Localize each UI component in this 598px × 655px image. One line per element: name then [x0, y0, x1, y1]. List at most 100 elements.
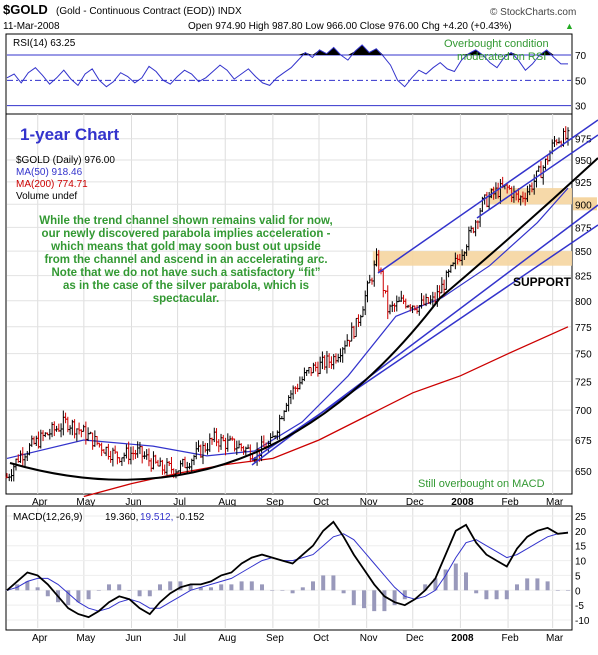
macd-histogram-bar	[515, 584, 519, 590]
macd-label-signal: 19.512,	[140, 512, 173, 523]
legend-ma50: MA(50) 918.46	[16, 167, 83, 178]
resistance-band	[490, 188, 572, 204]
macd-x-tick-label: Sep	[266, 633, 284, 644]
price-tick-label: 675	[575, 436, 592, 447]
macd-x-tick-label: 2008	[451, 633, 474, 644]
up-arrow-icon: ▲	[565, 21, 574, 31]
macd-x-tick-label: Oct	[313, 633, 329, 644]
chart-header: $GOLD (Gold - Continuous Contract (EOD))…	[3, 2, 576, 32]
price-tick-label: 750	[575, 350, 592, 361]
macd-histogram-bar	[505, 590, 509, 599]
macd-histogram-bar	[138, 590, 142, 596]
macd-tick-label: -5	[575, 601, 584, 612]
macd-histogram-bar	[464, 572, 468, 590]
price-tick-label: 700	[575, 406, 592, 417]
macd-histogram-bar	[352, 590, 356, 605]
price-tick-label: 900	[575, 200, 592, 211]
macd-histogram-bar	[556, 590, 560, 591]
commentary-line-4: from the channel and ascend in an accele…	[44, 254, 327, 266]
commentary-line-3: which means that gold may soon bust out …	[50, 241, 321, 253]
macd-tick-label: 15	[575, 542, 587, 553]
price-axis: 9759509259008758508258007757507257006756…	[573, 135, 597, 478]
ohlc-readout: Open 974.90 High 987.80 Low 966.00 Close…	[188, 21, 512, 32]
macd-histogram-bar	[566, 590, 570, 591]
macd-x-tick-label: Jul	[173, 633, 186, 644]
macd-label-value: 19.360,	[105, 512, 138, 523]
price-tick-label: 800	[575, 297, 592, 308]
commentary-line-6: as in the case of the silver parabola, w…	[63, 280, 309, 292]
macd-histogram-bar	[311, 581, 315, 590]
macd-tick-label: 20	[575, 527, 587, 538]
macd-histogram-bar	[413, 590, 417, 591]
macd-histogram-bar	[87, 590, 91, 599]
macd-tick-label: 0	[575, 586, 581, 597]
macd-note: Still overbought on MACD	[418, 478, 545, 490]
symbol-label: $GOLD	[3, 2, 48, 17]
macd-histogram-bar	[46, 590, 50, 596]
price-tick-label: 725	[575, 377, 592, 388]
macd-histogram-bar	[484, 590, 488, 599]
macd-x-tick-label: Apr	[32, 633, 48, 644]
macd-tick-label: 10	[575, 557, 587, 568]
price-tick-label: 775	[575, 323, 592, 334]
legend-price: $GOLD (Daily) 976.00	[16, 155, 115, 166]
commentary-line-1: While the trend channel shown remains va…	[39, 215, 333, 227]
macd-tick-label: -10	[575, 616, 590, 627]
price-tick-label: 850	[575, 247, 592, 258]
rsi-tick-label: 50	[575, 76, 587, 87]
macd-histogram-bar	[250, 581, 254, 590]
macd-histogram-bar	[168, 581, 172, 590]
macd-histogram-bar	[107, 584, 111, 590]
macd-x-tick-label: Feb	[501, 633, 519, 644]
price-panel: 9759509259008758508258007757507257006756…	[6, 114, 598, 508]
macd-histogram-bar	[546, 581, 550, 590]
macd-histogram-bar	[321, 575, 325, 590]
price-tick-label: 650	[575, 467, 592, 478]
macd-histogram-bar	[535, 578, 539, 590]
macd-label-name: MACD(12,26,9)	[13, 512, 82, 523]
macd-x-tick-label: May	[76, 633, 95, 644]
macd-x-tick-label: Aug	[218, 633, 236, 644]
macd-histogram-bar	[219, 584, 223, 590]
macd-frame	[6, 506, 572, 630]
commentary-line-7: spectacular.	[153, 293, 219, 305]
price-tick-label: 825	[575, 272, 592, 283]
macd-histogram-bar	[209, 587, 213, 590]
price-tick-label: 875	[575, 223, 592, 234]
macd-histogram-bar	[36, 587, 40, 590]
macd-histogram-bar	[229, 584, 233, 590]
price-tick-label: 925	[575, 178, 592, 189]
stockcharts-credit: © StockCharts.com	[490, 7, 576, 18]
macd-histogram-bar	[495, 590, 499, 599]
macd-histogram-bar	[117, 584, 121, 590]
macd-histogram-bar	[342, 590, 346, 593]
macd-histogram-bar	[301, 587, 305, 590]
chart-title: 1-year Chart	[20, 125, 120, 144]
rsi-tick-label: 30	[575, 102, 587, 113]
macd-histogram-bar	[474, 590, 478, 593]
commentary-block: While the trend channel shown remains va…	[39, 215, 333, 305]
macd-x-tick-label: Mar	[546, 633, 564, 644]
commentary-line-5: Note that we do not have such a satisfac…	[51, 267, 320, 279]
macd-histogram-bar	[148, 590, 152, 596]
macd-histogram-bar	[127, 590, 131, 591]
macd-histogram-bar	[260, 584, 264, 590]
chart-date: 11-Mar-2008	[3, 21, 60, 32]
rsi-axis: 70 50 30	[575, 51, 587, 113]
macd-x-tick-label: Dec	[406, 633, 424, 644]
macd-histogram-bar	[97, 590, 101, 591]
legend-ma200: MA(200) 774.71	[16, 179, 88, 190]
macd-histogram-bar	[362, 590, 366, 608]
macd-histogram-bar	[270, 590, 274, 591]
rsi-tick-label: 70	[575, 51, 587, 62]
macd-histogram-bar	[331, 575, 335, 590]
macd-histogram-bar	[280, 590, 284, 591]
support-label: SUPPORT	[513, 275, 572, 289]
macd-x-tick-label: Nov	[360, 633, 378, 644]
macd-histogram-bar	[454, 564, 458, 591]
macd-histogram-bar	[240, 581, 244, 590]
